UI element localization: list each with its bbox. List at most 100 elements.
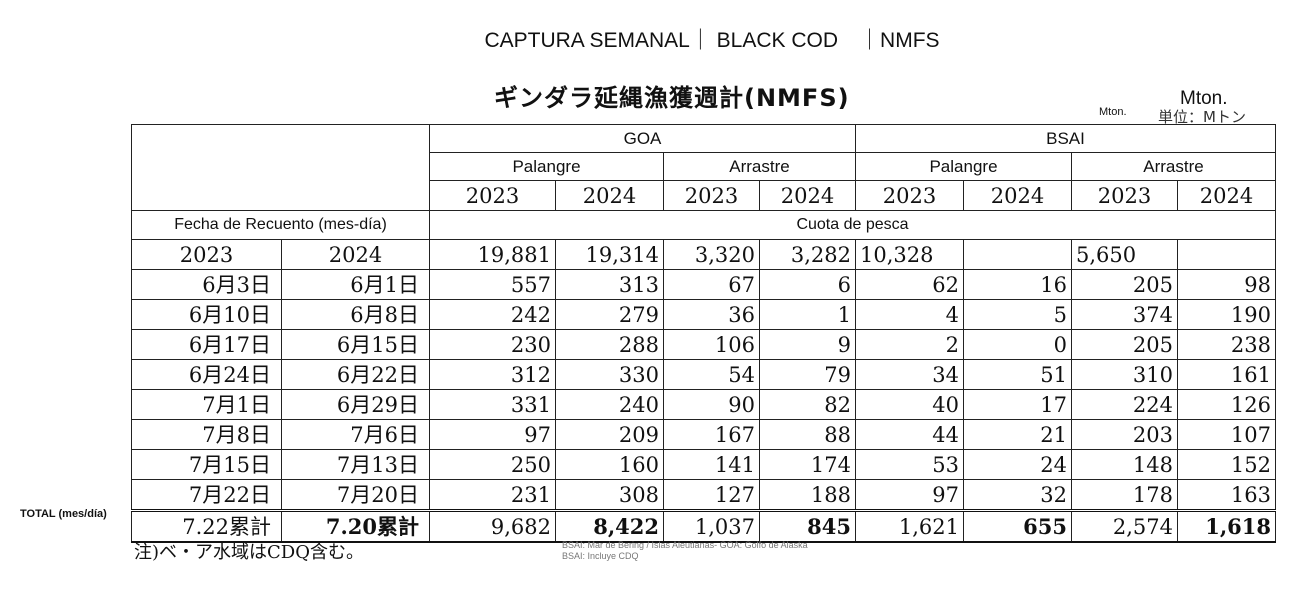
quota-value	[963, 239, 1072, 270]
table-row: 7月22日 7月20日 231 308 127 188 97 32 178 163	[131, 479, 1276, 511]
date-header: Fecha de Recuento (mes-día)	[131, 210, 430, 240]
total-value: 9,682	[429, 509, 556, 543]
date-year-2024: 2024	[281, 239, 430, 270]
catch-value: 178	[1071, 479, 1178, 511]
total-value: 1,618	[1177, 509, 1276, 543]
catch-value: 141	[663, 449, 760, 480]
catch-value: 209	[555, 419, 664, 450]
gear-bsai-arrastre: Arrastre	[1071, 152, 1276, 181]
catch-value: 242	[429, 299, 556, 330]
total-value: 8,422	[555, 509, 664, 543]
header-row-years: 2023 2024 2023 2024 2023 2024 2023 2024	[132, 180, 1276, 211]
quota-value: 19,881	[429, 239, 556, 270]
catch-value: 205	[1071, 269, 1178, 300]
catch-value: 5	[963, 299, 1072, 330]
table-row: 6月3日 6月1日 557 313 67 6 62 16 205 98	[131, 269, 1276, 300]
catch-value: 203	[1071, 419, 1178, 450]
footnote-legend: BSAI: Mar de Bering / Islas Aleutianas- …	[562, 540, 808, 562]
catch-value: 279	[555, 299, 664, 330]
total-value: 845	[759, 509, 856, 543]
year-header: 2024	[555, 180, 664, 211]
catch-value: 127	[663, 479, 760, 511]
catch-value: 6	[759, 269, 856, 300]
catch-value: 17	[963, 389, 1072, 420]
date-2024: 7月13日	[281, 449, 430, 480]
date-2024: 7月6日	[281, 419, 430, 450]
header-row-gears: Palangre Arrastre Palangre Arrastre	[132, 152, 1276, 181]
catch-value: 0	[963, 329, 1072, 360]
catch-value: 40	[855, 389, 964, 420]
total-row: 7.22累計 7.20累計 9,682 8,422 1,037 845 1,62…	[131, 509, 1276, 543]
quota-value: 3,320	[663, 239, 760, 270]
year-header: 2023	[1071, 180, 1178, 211]
catch-value: 82	[759, 389, 856, 420]
catch-value: 188	[759, 479, 856, 511]
unit-label: Mton.	[1180, 88, 1228, 109]
catch-value: 163	[1177, 479, 1276, 511]
catch-value: 161	[1177, 359, 1276, 390]
corner-cell	[131, 124, 430, 211]
year-header: 2023	[429, 180, 556, 211]
catch-value: 126	[1177, 389, 1276, 420]
catch-value: 88	[759, 419, 856, 450]
year-header: 2024	[759, 180, 856, 211]
catch-value: 313	[555, 269, 664, 300]
catch-value: 312	[429, 359, 556, 390]
catch-value: 310	[1071, 359, 1178, 390]
total-date-2024: 7.20累計	[281, 509, 430, 543]
total-value: 655	[963, 509, 1072, 543]
catch-value: 44	[855, 419, 964, 450]
catch-value: 330	[555, 359, 664, 390]
catch-value: 238	[1177, 329, 1276, 360]
unit-label-japanese: 単位：Mトン	[1158, 108, 1246, 126]
table-row: 6月17日 6月15日 230 288 106 9 2 0 205 238	[131, 329, 1276, 360]
quota-row: 2023 2024 19,881 19,314 3,320 3,282 10,3…	[131, 239, 1276, 270]
table-row: 7月1日 6月29日 331 240 90 82 40 17 224 126	[131, 389, 1276, 420]
catch-value: 53	[855, 449, 964, 480]
table-row: 7月8日 7月6日 97 209 167 88 44 21 203 107	[131, 419, 1276, 450]
date-2024: 6月29日	[281, 389, 430, 420]
catch-value: 231	[429, 479, 556, 511]
quota-value	[1177, 239, 1276, 270]
catch-value: 90	[663, 389, 760, 420]
date-2024: 6月8日	[281, 299, 430, 330]
group-bsai: BSAI	[855, 124, 1276, 153]
catch-value: 230	[429, 329, 556, 360]
legend-line: BSAI: Incluye CDQ	[562, 551, 639, 561]
catch-value: 205	[1071, 329, 1178, 360]
catch-value: 16	[963, 269, 1072, 300]
quota-value: 19,314	[555, 239, 664, 270]
quota-header: Cuota de pesca	[429, 210, 1276, 240]
date-2023: 7月15日	[131, 449, 282, 480]
catch-value: 152	[1177, 449, 1276, 480]
catch-value: 67	[663, 269, 760, 300]
quota-value: 5,650	[1071, 239, 1178, 270]
catch-value: 160	[555, 449, 664, 480]
catch-value: 250	[429, 449, 556, 480]
catch-value: 148	[1071, 449, 1178, 480]
catch-value: 331	[429, 389, 556, 420]
year-header: 2023	[855, 180, 964, 211]
gear-goa-arrastre: Arrastre	[663, 152, 856, 181]
date-2023: 6月3日	[131, 269, 282, 300]
table-row: 6月24日 6月22日 312 330 54 79 34 51 310 161	[131, 359, 1276, 390]
total-label: TOTAL (mes/día)	[20, 508, 107, 520]
catch-value: 24	[963, 449, 1072, 480]
date-2023: 6月24日	[131, 359, 282, 390]
catch-value: 374	[1071, 299, 1178, 330]
catch-value: 97	[429, 419, 556, 450]
catch-value: 1	[759, 299, 856, 330]
catch-value: 34	[855, 359, 964, 390]
catch-value: 308	[555, 479, 664, 511]
date-2024: 6月15日	[281, 329, 430, 360]
catch-value: 36	[663, 299, 760, 330]
table-row: 6月10日 6月8日 242 279 36 1 4 5 374 190	[131, 299, 1276, 330]
catch-value: 98	[1177, 269, 1276, 300]
catch-value: 224	[1071, 389, 1178, 420]
catch-value: 79	[759, 359, 856, 390]
gear-bsai-palangre: Palangre	[855, 152, 1072, 181]
total-date-2023: 7.22累計	[131, 509, 282, 543]
quota-value: 10,328	[855, 239, 964, 270]
catch-value: 174	[759, 449, 856, 480]
table-row: 7月15日 7月13日 250 160 141 174 53 24 148 152	[131, 449, 1276, 480]
